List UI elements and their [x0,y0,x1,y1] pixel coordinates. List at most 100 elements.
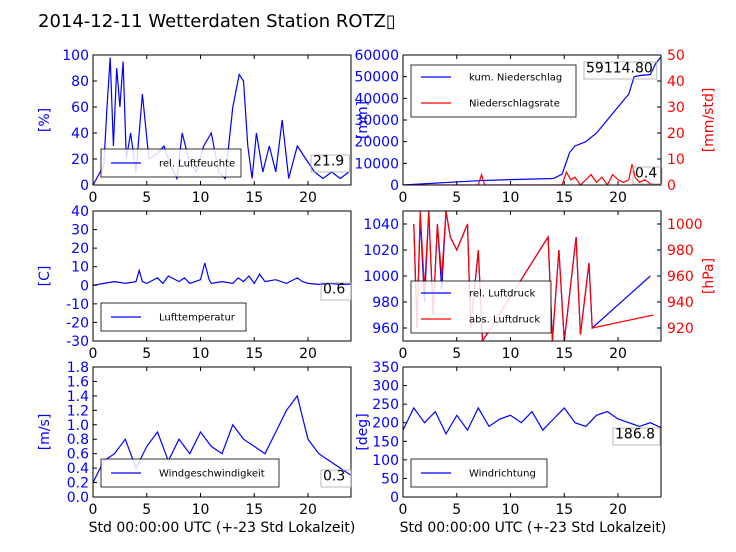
humidity-last-value-box [310,154,350,173]
humidity-x-tick-label: 20 [299,190,317,206]
precipitation-x-tick-label: 0 [399,190,408,206]
temperature-y-tick-label: 10 [71,260,89,276]
precipitation-y-tick-label: 10000 [354,156,399,172]
pressure-y-tick-label: 980 [372,295,399,311]
pressure-y-tick-label: 1040 [363,217,399,233]
pressure-y-tick-label: 1000 [363,269,399,285]
temperature-y-tick-label: 40 [71,204,89,220]
humidity-y-tick-label: 40 [71,126,89,142]
temperature-y-tick-label: -30 [66,334,89,350]
pressure-y2-axis-label: [hPa] [701,258,717,294]
windspeed-y-tick-label: 0.8 [67,432,89,448]
humidity-x-tick-label: 5 [142,190,151,206]
temperature-legend: Lufttemperatur [100,302,247,332]
temperature-x-tick-label: 15 [245,346,263,362]
winddirection-plot-area [403,406,661,436]
precipitation-y-tick-label: 50000 [354,70,399,86]
panel-precipitation: 0 5 10 15 20 0 10000 20000 30000 40000 50000 60000 [… [354,48,717,206]
humidity-plot-area [93,57,350,185]
windspeed-x-tick-label: 20 [299,502,317,518]
humidity-legend-label: rel. Luftfeuchte [159,159,235,170]
pressure-y2-tick-label: 1000 [667,217,703,233]
temperature-y-axis-label: [C] [37,266,53,287]
pressure-x-tick-label: 15 [555,346,573,362]
precipitation-x-tick-label: 15 [555,190,573,206]
pressure-y2-tick-label: 980 [667,243,694,259]
precipitation-last-value: 59114.80 [586,61,653,77]
precipitation-x-tick-label: 10 [502,190,520,206]
windspeed-y-tick-label: 0.0 [67,490,89,506]
precipitation-plot-area [403,56,661,185]
x-axis-label-left: Std 00:00:00 UTC (+-23 Std Lokalzeit) [89,520,356,536]
precipitation-last-value-box [583,61,658,80]
humidity-x-tick-label: 0 [89,190,98,206]
winddirection-series-1 [403,406,661,436]
precipitation-legend-label: Niederschlagsrate [469,99,560,110]
winddirection-last-value-box [612,427,661,446]
pressure-y-tick-label: 1020 [363,243,399,259]
precipitation-y-tick-label: 0 [390,178,399,194]
pressure-legend-label: abs. Luftdruck [469,315,540,326]
panel-temperature: 0 5 10 15 20 -30 -20 -10 0 10 20 30 40 [C] Lufttempera… [37,204,352,362]
windspeed-y-tick-label: 0.6 [67,447,89,463]
temperature-y-tick-label: 30 [71,223,89,239]
winddirection-x-tick-label: 15 [555,502,573,518]
windspeed-y-tick-label: 0.4 [67,461,89,477]
winddirection-y-tick-label: 0 [390,490,399,506]
temperature-y-tick-label: 20 [71,241,89,257]
humidity-last-value: 21.9 [313,154,344,170]
windspeed-y-tick-label: 1.0 [67,418,89,434]
precipitation-y-axis-label: [mm] [355,101,371,139]
precipitation-legend: kum. Niederschlag Niederschlagsrate [410,64,577,118]
winddirection-y-tick-label: 150 [372,434,399,450]
pressure-x-tick-label: 10 [502,346,520,362]
windspeed-legend: Windgeschwindigkeit [100,458,280,488]
pressure-series-2 [413,211,654,341]
precipitation-y2-tick-label: 0 [667,178,676,194]
humidity-y-tick-label: 0 [80,178,89,194]
humidity-legend: rel. Luftfeuchte [100,148,242,178]
winddirection-y-tick-label: 300 [372,379,399,395]
winddirection-x-tick-label: 0 [399,502,408,518]
humidity-series-1 [93,57,350,185]
temperature-last-value-box [320,282,352,301]
pressure-y-tick-label: 960 [372,321,399,337]
pressure-x-tick-label: 20 [609,346,627,362]
winddirection-x-tick-label: 5 [452,502,461,518]
winddirection-y-axis-label: [deg] [355,413,371,450]
precipitation-y2-axis-label: [mm/std] [701,88,717,153]
panel-humidity: 0 5 10 15 20 0 20 40 60 80 100 [%] rel. Luftfeuchte 2… [37,48,352,206]
humidity-y-tick-label: 80 [71,74,89,90]
precipitation-last-value-right-box [632,166,663,185]
pressure-x-tick-label: 5 [452,346,461,362]
humidity-x-tick-label: 10 [192,190,210,206]
precipitation-y2-tick-label: 50 [667,48,685,64]
precipitation-legend-frame [410,64,577,118]
windspeed-legend-label: Windgeschwindigkeit [159,469,265,480]
precipitation-y-tick-label: 30000 [354,113,399,129]
winddirection-y-tick-label: 350 [372,360,399,376]
precipitation-y2-tick-label: 40 [667,74,685,90]
windspeed-y-tick-label: 1.4 [67,389,89,405]
windspeed-y-tick-label: 0.2 [67,476,89,492]
pressure-legend-label: rel. Luftdruck [469,289,535,300]
winddirection-y-tick-label: 100 [372,453,399,469]
x-axis-label-right: Std 00:00:00 UTC (+-23 Std Lokalzeit) [400,520,667,536]
precipitation-x-tick-label: 20 [609,190,627,206]
temperature-y-tick-label: -20 [66,315,89,331]
precipitation-y-tick-label: 20000 [354,135,399,151]
temperature-frame [92,210,352,342]
temperature-y-tick-label: 0 [80,278,89,294]
precipitation-x-tick-label: 5 [452,190,461,206]
temperature-plot-area [93,262,351,286]
windspeed-last-value-box [320,469,352,488]
precipitation-y2-tick-label: 20 [667,126,685,142]
winddirection-y-tick-label: 200 [372,416,399,432]
humidity-y-tick-label: 100 [62,48,89,64]
windspeed-y-tick-label: 1.8 [67,360,89,376]
temperature-last-value: 0.6 [323,282,345,298]
pressure-y2-tick-label: 960 [667,269,694,285]
humidity-x-tick-label: 15 [245,190,263,206]
temperature-legend-label: Lufttemperatur [159,313,236,324]
